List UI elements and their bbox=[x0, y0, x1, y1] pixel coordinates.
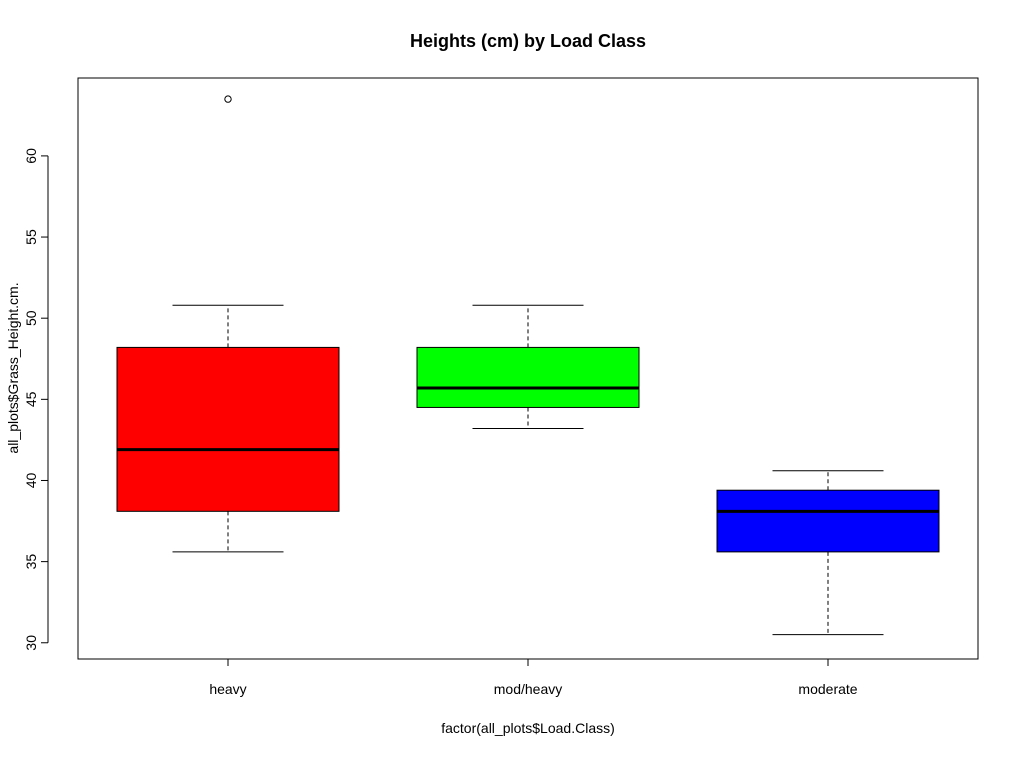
chart-title: Heights (cm) by Load Class bbox=[410, 31, 646, 51]
x-axis-label: factor(all_plots$Load.Class) bbox=[441, 720, 615, 736]
box-mod-heavy bbox=[416, 346, 640, 408]
plot-marks: 30 35 40 45 50 55 60 heavy mod/heavy moderate bbox=[23, 95, 940, 697]
plot-frame bbox=[77, 77, 979, 660]
box-heavy bbox=[116, 346, 340, 512]
x-tick-label: heavy bbox=[209, 681, 246, 697]
x-tick-label: moderate bbox=[798, 681, 857, 697]
y-tick-label: 40 bbox=[23, 472, 39, 488]
y-tick-label: 35 bbox=[23, 554, 39, 570]
x-tick-label: mod/heavy bbox=[494, 681, 562, 697]
y-tick-label: 45 bbox=[23, 391, 39, 407]
outlier-point bbox=[224, 95, 232, 103]
box-moderate bbox=[716, 489, 940, 553]
y-tick-label: 50 bbox=[23, 310, 39, 326]
y-tick-label: 55 bbox=[23, 229, 39, 245]
y-axis-label: all_plots$Grass_Height.cm. bbox=[5, 282, 21, 453]
y-tick-label: 60 bbox=[23, 148, 39, 164]
y-tick-label: 30 bbox=[23, 635, 39, 651]
